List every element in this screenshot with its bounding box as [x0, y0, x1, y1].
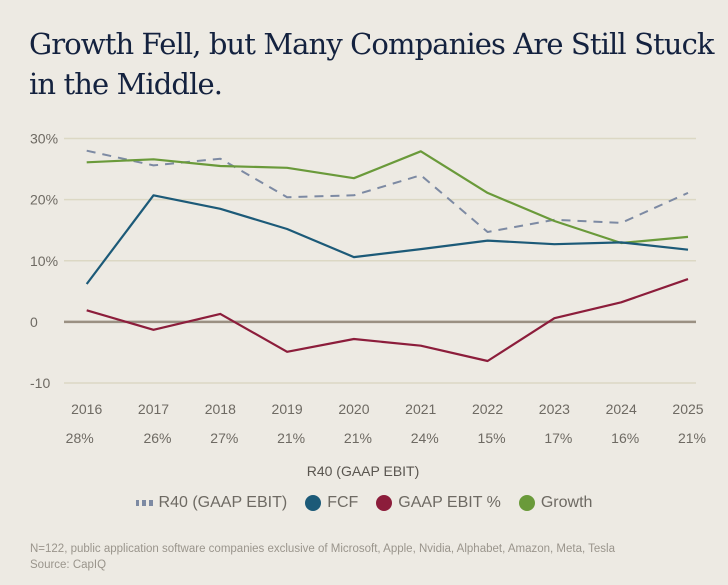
gridlines: [64, 137, 696, 384]
legend-label: R40 (GAAP EBIT): [158, 494, 288, 511]
x-tick-label: 2021: [405, 401, 436, 417]
x-tick-label: 2018: [205, 401, 236, 417]
r40-value-row: 28% 26% 27% 21% 21% 24% 15% 17% 16% 21%: [66, 430, 706, 446]
x-axis-ticks: 2016 2017 2018 2019 2020 2021 2022 2023 2024 2025: [71, 401, 704, 417]
series-line-fcf: [85, 194, 689, 285]
legend: R40 (GAAP EBIT) FCF GAAP EBIT % Growth: [0, 494, 728, 512]
dot-icon: [376, 495, 393, 511]
legend-item-fcf[interactable]: FCF: [305, 494, 358, 512]
legend-item-growth[interactable]: Growth: [518, 494, 593, 512]
x-tick-label: 2019: [272, 401, 303, 417]
r40-value-label: 28%: [66, 430, 94, 446]
dashed-line-icon: [135, 500, 153, 506]
y-tick-label: -10: [30, 375, 50, 391]
x-tick-label: 2024: [606, 401, 637, 417]
legend-label: FCF: [327, 494, 359, 511]
r40-value-label: 27%: [210, 430, 238, 446]
r40-value-label: 21%: [678, 430, 706, 446]
series-line-growth: [86, 150, 689, 245]
r40-value-label: 21%: [344, 430, 372, 446]
legend-item-gaap-ebit[interactable]: GAAP EBIT %: [376, 494, 501, 512]
series-line-gaap-ebit: [86, 278, 689, 363]
y-tick-label: 0: [30, 314, 38, 330]
r40-row-title: R40 (GAAP EBIT): [307, 463, 420, 479]
legend-label: GAAP EBIT %: [398, 494, 501, 511]
r40-value-label: 16%: [611, 430, 639, 446]
dot-icon: [305, 495, 322, 511]
x-tick-label: 2017: [138, 401, 169, 417]
footer-note: N=122, public application software compa…: [30, 543, 616, 555]
y-tick-label: 10%: [30, 253, 58, 269]
footer-source: Source: CapIQ: [30, 559, 107, 571]
x-tick-label: 2022: [472, 401, 503, 417]
r40-value-label: 17%: [544, 430, 572, 446]
y-axis-ticks: 30% 20% 10% 0 -10: [30, 131, 58, 392]
footer: N=122, public application software compa…: [30, 541, 615, 573]
x-tick-label: 2020: [338, 401, 369, 417]
x-tick-label: 2025: [672, 401, 703, 417]
series-line-r40-gaap-ebit: [86, 149, 689, 233]
r40-value-label: 15%: [478, 430, 506, 446]
y-tick-label: 30%: [30, 131, 58, 147]
r40-value-label: 26%: [143, 430, 171, 446]
legend-item-r40[interactable]: R40 (GAAP EBIT): [135, 494, 288, 512]
y-tick-label: 20%: [30, 192, 58, 208]
r40-value-label: 21%: [277, 430, 305, 446]
dot-icon: [518, 495, 535, 511]
chart-title: Growth Fell, but Many Companies Are Stil…: [29, 27, 715, 101]
x-tick-label: 2023: [539, 401, 570, 417]
legend-label: Growth: [540, 494, 593, 511]
x-tick-label: 2016: [71, 401, 102, 417]
line-chart: 30%20%10%0-10 2016 2017 2018 2019 2020 2021 20…: [30, 131, 706, 480]
series-lines: [85, 149, 689, 363]
r40-value-label: 24%: [411, 430, 439, 446]
